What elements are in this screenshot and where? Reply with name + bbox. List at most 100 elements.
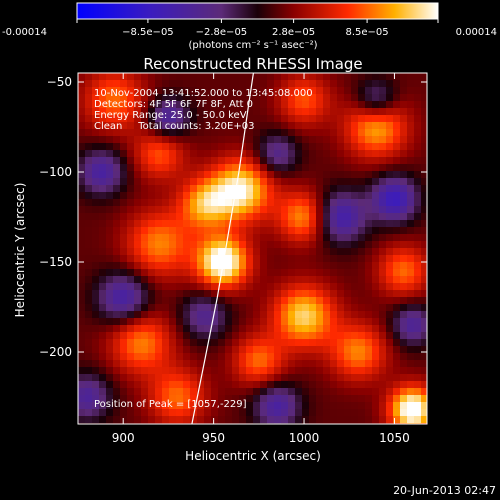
heatmap-cell (246, 234, 254, 242)
heatmap-cell (323, 178, 331, 186)
heatmap-cell (190, 178, 198, 186)
heatmap-cell (421, 115, 427, 123)
heatmap-cell (267, 178, 275, 186)
heatmap-cell (148, 178, 156, 186)
heatmap-cell (330, 353, 338, 361)
heatmap-cell (302, 367, 310, 375)
heatmap-cell (134, 409, 142, 417)
heatmap-cell (372, 108, 380, 116)
heatmap-cell (407, 122, 415, 130)
heatmap-cell (330, 108, 338, 116)
heatmap-cell (253, 346, 261, 354)
heatmap-cell (344, 248, 352, 256)
heatmap-cell (141, 101, 149, 109)
heatmap-cell (92, 164, 100, 172)
heatmap-cell (295, 206, 303, 214)
y-tick-label: −50 (47, 75, 72, 89)
heatmap-cell (393, 129, 401, 137)
heatmap-cell (225, 346, 233, 354)
heatmap-cell (239, 416, 247, 424)
heatmap-cell (288, 234, 296, 242)
heatmap-cell (99, 311, 107, 319)
heatmap-cell (260, 283, 268, 291)
heatmap-cell (148, 143, 156, 151)
heatmap-cell (85, 234, 93, 242)
heatmap-cell (113, 115, 121, 123)
heatmap-cell (421, 122, 427, 130)
heatmap-cell (78, 290, 86, 298)
heatmap-cell (253, 388, 261, 396)
heatmap-cell (309, 318, 317, 326)
heatmap-cell (260, 241, 268, 249)
heatmap-cell (106, 374, 114, 382)
heatmap-cell (211, 346, 219, 354)
heatmap-cell (274, 171, 282, 179)
heatmap-cell (393, 234, 401, 242)
heatmap-cell (218, 402, 226, 410)
heatmap-cell (407, 115, 415, 123)
heatmap-cell (232, 339, 240, 347)
heatmap-cell (246, 325, 254, 333)
heatmap-cell (85, 248, 93, 256)
heatmap-cell (246, 220, 254, 228)
heatmap-cell (288, 276, 296, 284)
heatmap-cell (99, 220, 107, 228)
heatmap-cell (295, 346, 303, 354)
heatmap-cell (99, 248, 107, 256)
heatmap-cell (113, 374, 121, 382)
heatmap-cell (323, 297, 331, 305)
heatmap-cell (337, 136, 345, 144)
heatmap-cell (260, 108, 268, 116)
heatmap-cell (274, 115, 282, 123)
heatmap-cell (309, 171, 317, 179)
heatmap-cell (281, 164, 289, 172)
heatmap-cell (400, 122, 408, 130)
heatmap-cell (169, 325, 177, 333)
heatmap-cell (316, 248, 324, 256)
heatmap-cell (197, 80, 205, 88)
heatmap-cell (358, 213, 366, 221)
heatmap-cell (267, 374, 275, 382)
heatmap-cell (309, 192, 317, 200)
heatmap-cell (197, 290, 205, 298)
heatmap-cell (141, 339, 149, 347)
heatmap-cell (155, 234, 163, 242)
heatmap-cell (302, 374, 310, 382)
heatmap-cell (204, 143, 212, 151)
heatmap-cell (197, 73, 205, 81)
heatmap-cell (106, 206, 114, 214)
heatmap-cell (169, 255, 177, 263)
heatmap-cell (393, 367, 401, 375)
heatmap-cell (239, 157, 247, 165)
heatmap-cell (337, 388, 345, 396)
heatmap-cell (421, 304, 427, 312)
heatmap-cell (218, 311, 226, 319)
heatmap-cell (211, 297, 219, 305)
heatmap-cell (239, 325, 247, 333)
heatmap-cell (407, 325, 415, 333)
heatmap-cell (414, 206, 422, 214)
heatmap-cell (120, 87, 128, 95)
heatmap-cell (106, 395, 114, 403)
heatmap-cell (253, 213, 261, 221)
heatmap-cell (141, 353, 149, 361)
heatmap-cell (372, 381, 380, 389)
heatmap-cell (414, 325, 422, 333)
heatmap-cell (190, 94, 198, 102)
heatmap-cell (232, 290, 240, 298)
heatmap-cell (120, 297, 128, 305)
heatmap-cell (225, 108, 233, 116)
heatmap-cell (204, 283, 212, 291)
heatmap-cell (120, 122, 128, 130)
heatmap-cell (141, 248, 149, 256)
heatmap-cell (295, 353, 303, 361)
heatmap-cell (274, 374, 282, 382)
heatmap-cell (260, 395, 268, 403)
heatmap-cell (358, 157, 366, 165)
heatmap-cell (274, 255, 282, 263)
heatmap-cell (99, 192, 107, 200)
heatmap-cell (323, 346, 331, 354)
heatmap-cell (127, 129, 135, 137)
heatmap-cell (218, 346, 226, 354)
heatmap-cell (127, 157, 135, 165)
